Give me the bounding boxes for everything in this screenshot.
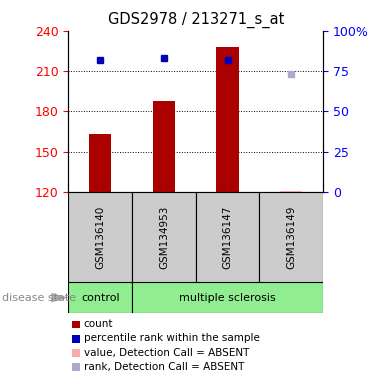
Text: value, Detection Call = ABSENT: value, Detection Call = ABSENT bbox=[84, 348, 249, 358]
Text: count: count bbox=[84, 319, 113, 329]
Text: GSM136149: GSM136149 bbox=[286, 205, 296, 269]
Text: multiple sclerosis: multiple sclerosis bbox=[179, 293, 276, 303]
Title: GDS2978 / 213271_s_at: GDS2978 / 213271_s_at bbox=[108, 12, 284, 28]
Polygon shape bbox=[51, 293, 68, 303]
Bar bbox=[89, 134, 111, 192]
Bar bbox=[196, 192, 259, 282]
Bar bbox=[259, 192, 323, 282]
Text: GSM134953: GSM134953 bbox=[159, 205, 169, 269]
Bar bbox=[153, 101, 175, 192]
Text: disease state: disease state bbox=[2, 293, 76, 303]
Text: control: control bbox=[81, 293, 120, 303]
Bar bbox=[280, 191, 302, 192]
Bar bbox=[132, 192, 196, 282]
Text: rank, Detection Call = ABSENT: rank, Detection Call = ABSENT bbox=[84, 362, 244, 372]
Text: percentile rank within the sample: percentile rank within the sample bbox=[84, 333, 260, 343]
Text: GSM136140: GSM136140 bbox=[95, 205, 105, 269]
Bar bbox=[132, 282, 323, 313]
Text: GSM136147: GSM136147 bbox=[223, 205, 233, 269]
Bar bbox=[68, 282, 132, 313]
Bar bbox=[68, 192, 132, 282]
Bar bbox=[216, 47, 239, 192]
